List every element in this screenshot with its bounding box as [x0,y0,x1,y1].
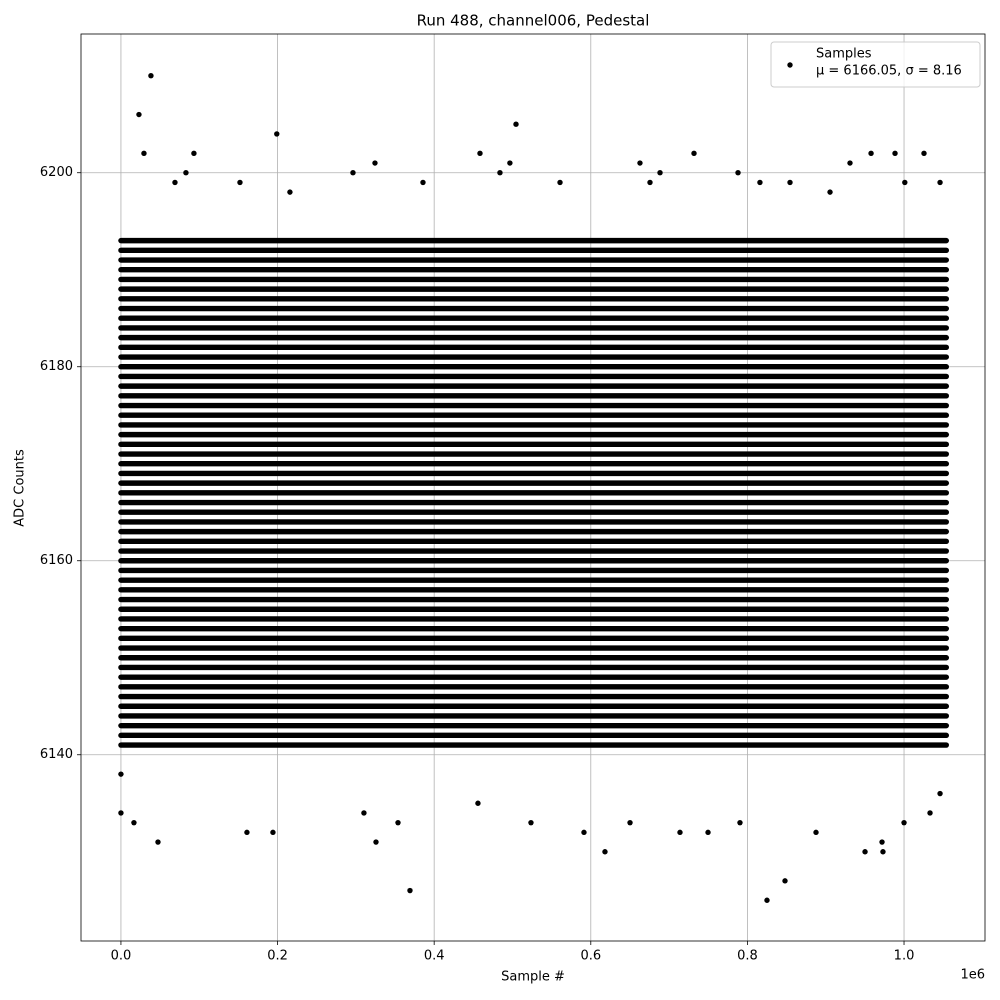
sample-point [691,150,697,157]
sample-point [513,121,519,127]
y-tick-label: 6140 [40,747,73,762]
y-tick-label: 6200 [40,165,73,180]
x-tick-label: 1.0 [894,949,915,964]
plot-area [118,73,950,903]
sample-point [361,810,367,816]
y-tick-label: 6160 [40,553,73,568]
sample-point [902,179,908,186]
sample-point [602,849,608,855]
x-offset-label: 1e6 [960,968,985,983]
sample-point [581,829,587,836]
sample-point [118,810,124,816]
sample-point [118,771,124,777]
y-tick-label: 6180 [40,359,73,374]
sample-point [677,829,683,836]
legend: Samples μ = 6166.05, σ = 8.16 [770,41,981,88]
sample-point [131,819,137,826]
sample-point [475,800,481,806]
sample-point [705,829,711,836]
legend-label: Samples [816,47,872,62]
sample-point [557,179,563,186]
x-tick-label: 0.6 [580,949,601,964]
sample-point [373,839,379,845]
sample-point [244,829,250,836]
sample-point [764,897,770,903]
sample-point [937,179,943,186]
sample-point [477,150,483,157]
x-tick-label: 0.4 [424,949,445,964]
sample-point [141,150,147,157]
x-tick-label: 0.2 [267,949,288,964]
x-axis-label: Sample # [501,970,565,985]
sample-point [172,179,178,186]
sample-point [901,819,907,826]
sample-point [813,829,819,836]
sample-point [880,849,886,855]
sample-point [395,819,401,826]
sample-point [892,150,898,157]
sample-point [827,189,833,195]
sample-point [647,179,653,186]
sample-point [657,170,663,176]
sample-point [350,170,356,176]
sample-point [237,179,243,186]
sample-point [921,150,927,157]
sample-point [737,819,743,826]
sample-point [407,887,413,894]
sample-point [627,819,633,826]
grid [81,34,985,941]
sample-point [782,878,788,884]
sample-point [507,160,513,166]
legend-annotation: μ = 6166.05, σ = 8.16 [816,64,962,79]
sample-point [787,179,793,186]
sample-point [757,179,763,186]
sample-point [735,170,741,176]
y-axis-label: ADC Counts [13,449,28,527]
sample-point [937,790,943,797]
sample-point [148,73,154,79]
sample-point [183,170,189,176]
sample-point [420,179,426,186]
sample-point [637,160,643,166]
sample-point [879,839,885,845]
legend-box [770,41,981,88]
sample-point [868,150,874,157]
sample-point [270,829,276,836]
sample-point [862,849,868,855]
sample-point [372,160,378,166]
x-tick-label: 0.0 [111,949,132,964]
sample-point [136,111,142,118]
axes-frame [80,33,986,942]
sample-point [274,131,280,137]
sample-point [287,189,293,195]
chart-title: Run 488, channel006, Pedestal [417,12,650,30]
x-tick-label: 0.8 [737,949,758,964]
sample-point [155,839,161,845]
sample-point [528,819,534,826]
sample-point [847,160,853,166]
sample-point [927,810,933,816]
legend-marker [787,62,793,68]
sample-point [191,150,197,157]
sample-point [497,170,503,176]
